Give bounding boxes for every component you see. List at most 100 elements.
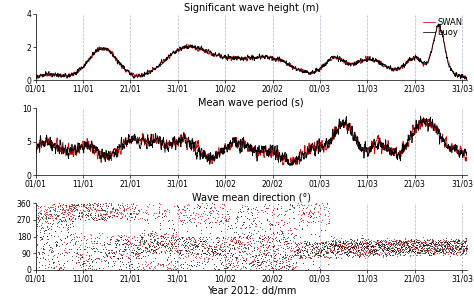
Point (190, 242, 198, 247)
Point (82, 205, 90, 210)
Point (334, 247, 341, 252)
Point (195, 203, 202, 208)
Point (431, 242, 439, 247)
Point (140, 232, 148, 237)
Point (292, 249, 299, 253)
Point (160, 249, 167, 253)
Point (360, 238, 368, 243)
Point (59, 206, 67, 211)
Point (159, 217, 167, 222)
Point (89, 244, 97, 249)
Point (356, 253, 363, 258)
Point (420, 239, 428, 244)
Point (455, 241, 462, 246)
Point (336, 242, 344, 246)
Point (73, 239, 80, 244)
Point (264, 235, 272, 239)
Point (363, 243, 371, 248)
Point (52, 217, 60, 222)
Point (40, 246, 48, 251)
Point (158, 234, 166, 239)
Point (116, 211, 124, 216)
Point (134, 261, 142, 266)
Point (449, 239, 457, 244)
Point (129, 250, 137, 255)
Point (253, 204, 260, 209)
Point (337, 243, 345, 248)
Point (274, 201, 282, 206)
Point (232, 240, 240, 245)
Point (447, 239, 455, 243)
Point (147, 240, 155, 245)
Point (103, 216, 110, 221)
Point (219, 263, 227, 268)
Point (264, 219, 272, 224)
Point (410, 239, 417, 244)
Point (125, 235, 132, 239)
Point (337, 235, 345, 240)
Point (363, 245, 370, 250)
Point (412, 243, 419, 248)
Point (41, 212, 49, 217)
Point (274, 213, 282, 218)
Point (227, 259, 235, 264)
Point (84, 211, 92, 216)
Point (271, 242, 278, 247)
Point (437, 249, 445, 254)
Point (336, 239, 344, 244)
Point (228, 243, 236, 248)
Point (45, 206, 53, 211)
Point (222, 253, 230, 258)
Point (255, 238, 262, 243)
Point (449, 246, 456, 251)
Point (405, 243, 412, 248)
Point (137, 249, 145, 254)
Point (402, 248, 410, 253)
Point (295, 256, 302, 260)
Point (311, 253, 319, 257)
Point (394, 251, 402, 256)
Point (68, 202, 75, 206)
Point (66, 210, 73, 215)
Point (430, 238, 438, 243)
Point (367, 246, 374, 251)
Point (111, 208, 118, 213)
Point (111, 251, 118, 256)
Point (224, 208, 231, 213)
Point (428, 243, 435, 248)
Point (74, 251, 82, 256)
Point (202, 239, 210, 244)
Point (261, 243, 269, 248)
Point (156, 239, 164, 244)
Point (247, 260, 255, 265)
Point (127, 210, 135, 215)
Point (312, 249, 319, 253)
Point (454, 236, 462, 241)
Point (122, 207, 130, 212)
Point (185, 243, 192, 248)
Point (445, 243, 452, 248)
Point (45, 258, 53, 263)
Point (130, 233, 138, 238)
Point (66, 214, 73, 219)
Point (417, 245, 424, 250)
Point (189, 258, 197, 263)
Point (436, 240, 444, 245)
Point (46, 221, 54, 225)
Point (366, 242, 374, 247)
Point (423, 246, 430, 250)
Point (404, 241, 412, 246)
Point (447, 246, 454, 251)
Point (431, 243, 438, 248)
Point (358, 250, 365, 255)
Point (126, 239, 133, 244)
Point (331, 240, 338, 245)
Point (95, 216, 103, 221)
Point (200, 244, 207, 249)
Point (183, 206, 191, 211)
Point (201, 262, 209, 267)
Point (316, 211, 324, 216)
Point (55, 219, 63, 224)
Point (217, 261, 225, 266)
Point (44, 215, 52, 220)
